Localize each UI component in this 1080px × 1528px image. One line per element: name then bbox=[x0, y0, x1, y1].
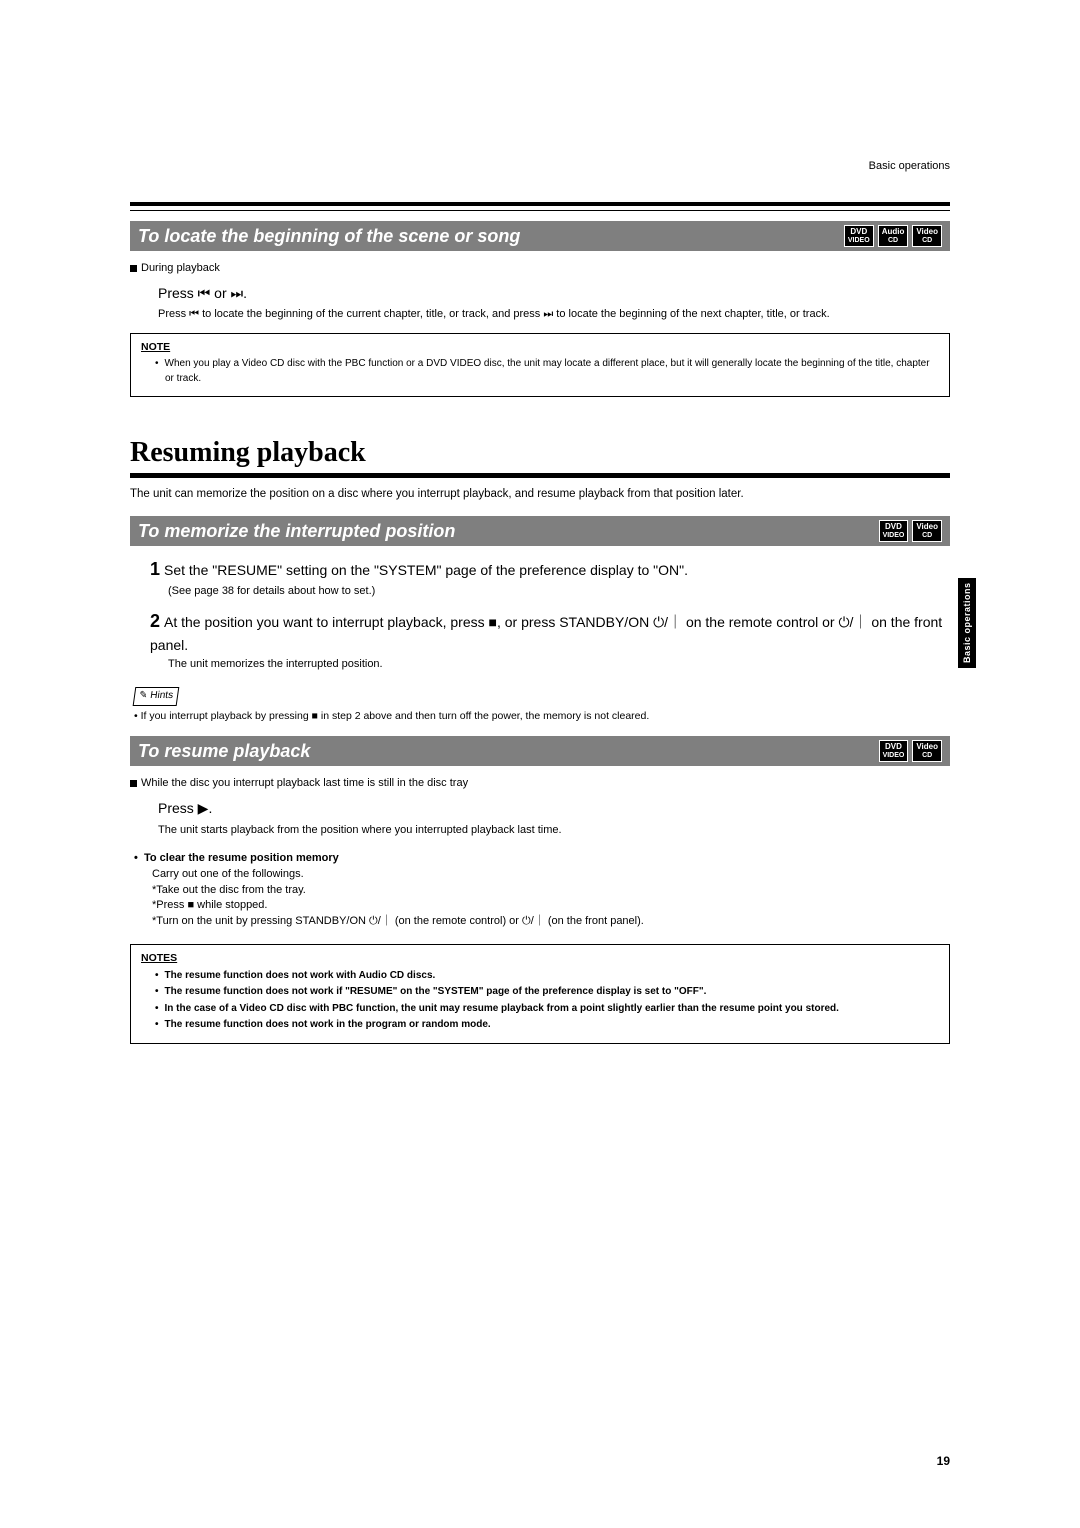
section-memorize-title: To memorize the interrupted position bbox=[138, 521, 455, 542]
section-locate-title: To locate the beginning of the scene or … bbox=[138, 226, 520, 247]
clear-intro: Carry out one of the followings. bbox=[152, 867, 950, 883]
rule-thin bbox=[130, 210, 950, 211]
step-2-text-b: on the remote control or ⏻/ bbox=[682, 614, 853, 630]
section-locate-badges: DVDVIDEO AudioCD VideoCD bbox=[844, 225, 942, 247]
during-playback-label: During playback bbox=[141, 262, 220, 274]
step-1-text: Set the "RESUME" setting on the "SYSTEM"… bbox=[164, 562, 688, 578]
section-memorize-badges: DVDVIDEO VideoCD bbox=[879, 520, 942, 542]
resuming-intro: The unit can memorize the position on a … bbox=[130, 488, 950, 500]
square-bullet-icon bbox=[130, 265, 137, 272]
page-number: 19 bbox=[937, 1454, 950, 1468]
badge-video-cd-2: VideoCD bbox=[912, 520, 942, 542]
notes-item-4: The resume function does not work in the… bbox=[155, 1018, 939, 1033]
badge-dvd-video-2: DVDVIDEO bbox=[879, 520, 909, 542]
step-1-num: 1 bbox=[150, 559, 160, 579]
section-resume-content: While the disc you interrupt playback la… bbox=[130, 772, 950, 1055]
rule-thick bbox=[130, 202, 950, 206]
notes-title: NOTES bbox=[141, 951, 939, 966]
notes-item-3: In the case of a Video CD disc with PBC … bbox=[155, 1002, 939, 1017]
resume-description: The unit starts playback from the positi… bbox=[158, 823, 950, 839]
side-tab: Basic operations bbox=[958, 578, 976, 668]
section-resume-title: To resume playback bbox=[138, 741, 310, 762]
square-bullet-icon-2 bbox=[130, 780, 137, 787]
section-memorize-content: 1Set the "RESUME" setting on the "SYSTEM… bbox=[130, 552, 950, 736]
clear-c: *Turn on the unit by pressing STANDBY/ON… bbox=[152, 914, 950, 930]
heading-resuming: Resuming playback bbox=[130, 437, 950, 469]
header-right: Basic operations bbox=[130, 160, 950, 172]
step-1-sub: (See page 38 for details about how to se… bbox=[168, 584, 950, 600]
section-memorize-bar: To memorize the interrupted position DVD… bbox=[130, 516, 950, 546]
note-box-1: NOTE When you play a Video CD disc with … bbox=[130, 333, 950, 397]
notes-item-2: The resume function does not work if "RE… bbox=[155, 985, 939, 1000]
note-item: When you play a Video CD disc with the P… bbox=[155, 357, 939, 386]
section-locate-bar: To locate the beginning of the scene or … bbox=[130, 221, 950, 251]
clear-title: • To clear the resume position memory bbox=[134, 851, 950, 867]
note-title: NOTE bbox=[141, 340, 939, 355]
badge-audio-cd: AudioCD bbox=[878, 225, 909, 247]
hints-row: ✎ Hints bbox=[130, 687, 950, 706]
badge-dvd-video-3: DVDVIDEO bbox=[879, 740, 909, 762]
notes-item-1: The resume function does not work with A… bbox=[155, 969, 939, 984]
section-resume-bar: To resume playback DVDVIDEO VideoCD bbox=[130, 736, 950, 766]
step-1: 1Set the "RESUME" setting on the "SYSTEM… bbox=[150, 556, 950, 582]
step-2-sub: The unit memorizes the interrupted posit… bbox=[168, 657, 950, 673]
clear-a: *Take out the disc from the tray. bbox=[152, 883, 950, 899]
hints-text: • If you interrupt playback by pressing … bbox=[134, 709, 950, 724]
skip-description: Press ⏮ to locate the beginning of the c… bbox=[158, 307, 950, 323]
badge-dvd-video: DVDVIDEO bbox=[844, 225, 874, 247]
section-locate-content: During playback Press ⏮ or ⏭. Press ⏮ to… bbox=[130, 257, 950, 409]
hints-label: ✎ Hints bbox=[133, 687, 180, 706]
step-2-text-a: At the position you want to interrupt pl… bbox=[164, 614, 668, 630]
step-2: 2At the position you want to interrupt p… bbox=[150, 608, 950, 654]
press-play-line: Press ▶. bbox=[158, 798, 950, 818]
notes-box: NOTES The resume function does not work … bbox=[130, 944, 950, 1043]
step-2-num: 2 bbox=[150, 611, 160, 631]
badge-video-cd: VideoCD bbox=[912, 225, 942, 247]
section-resume-badges: DVDVIDEO VideoCD bbox=[879, 740, 942, 762]
clear-b: *Press ■ while stopped. bbox=[152, 898, 950, 914]
badge-video-cd-3: VideoCD bbox=[912, 740, 942, 762]
while-disc-line: While the disc you interrupt playback la… bbox=[141, 777, 468, 789]
rule-under-heading bbox=[130, 473, 950, 478]
press-skip-line: Press ⏮ or ⏭. bbox=[158, 283, 950, 303]
